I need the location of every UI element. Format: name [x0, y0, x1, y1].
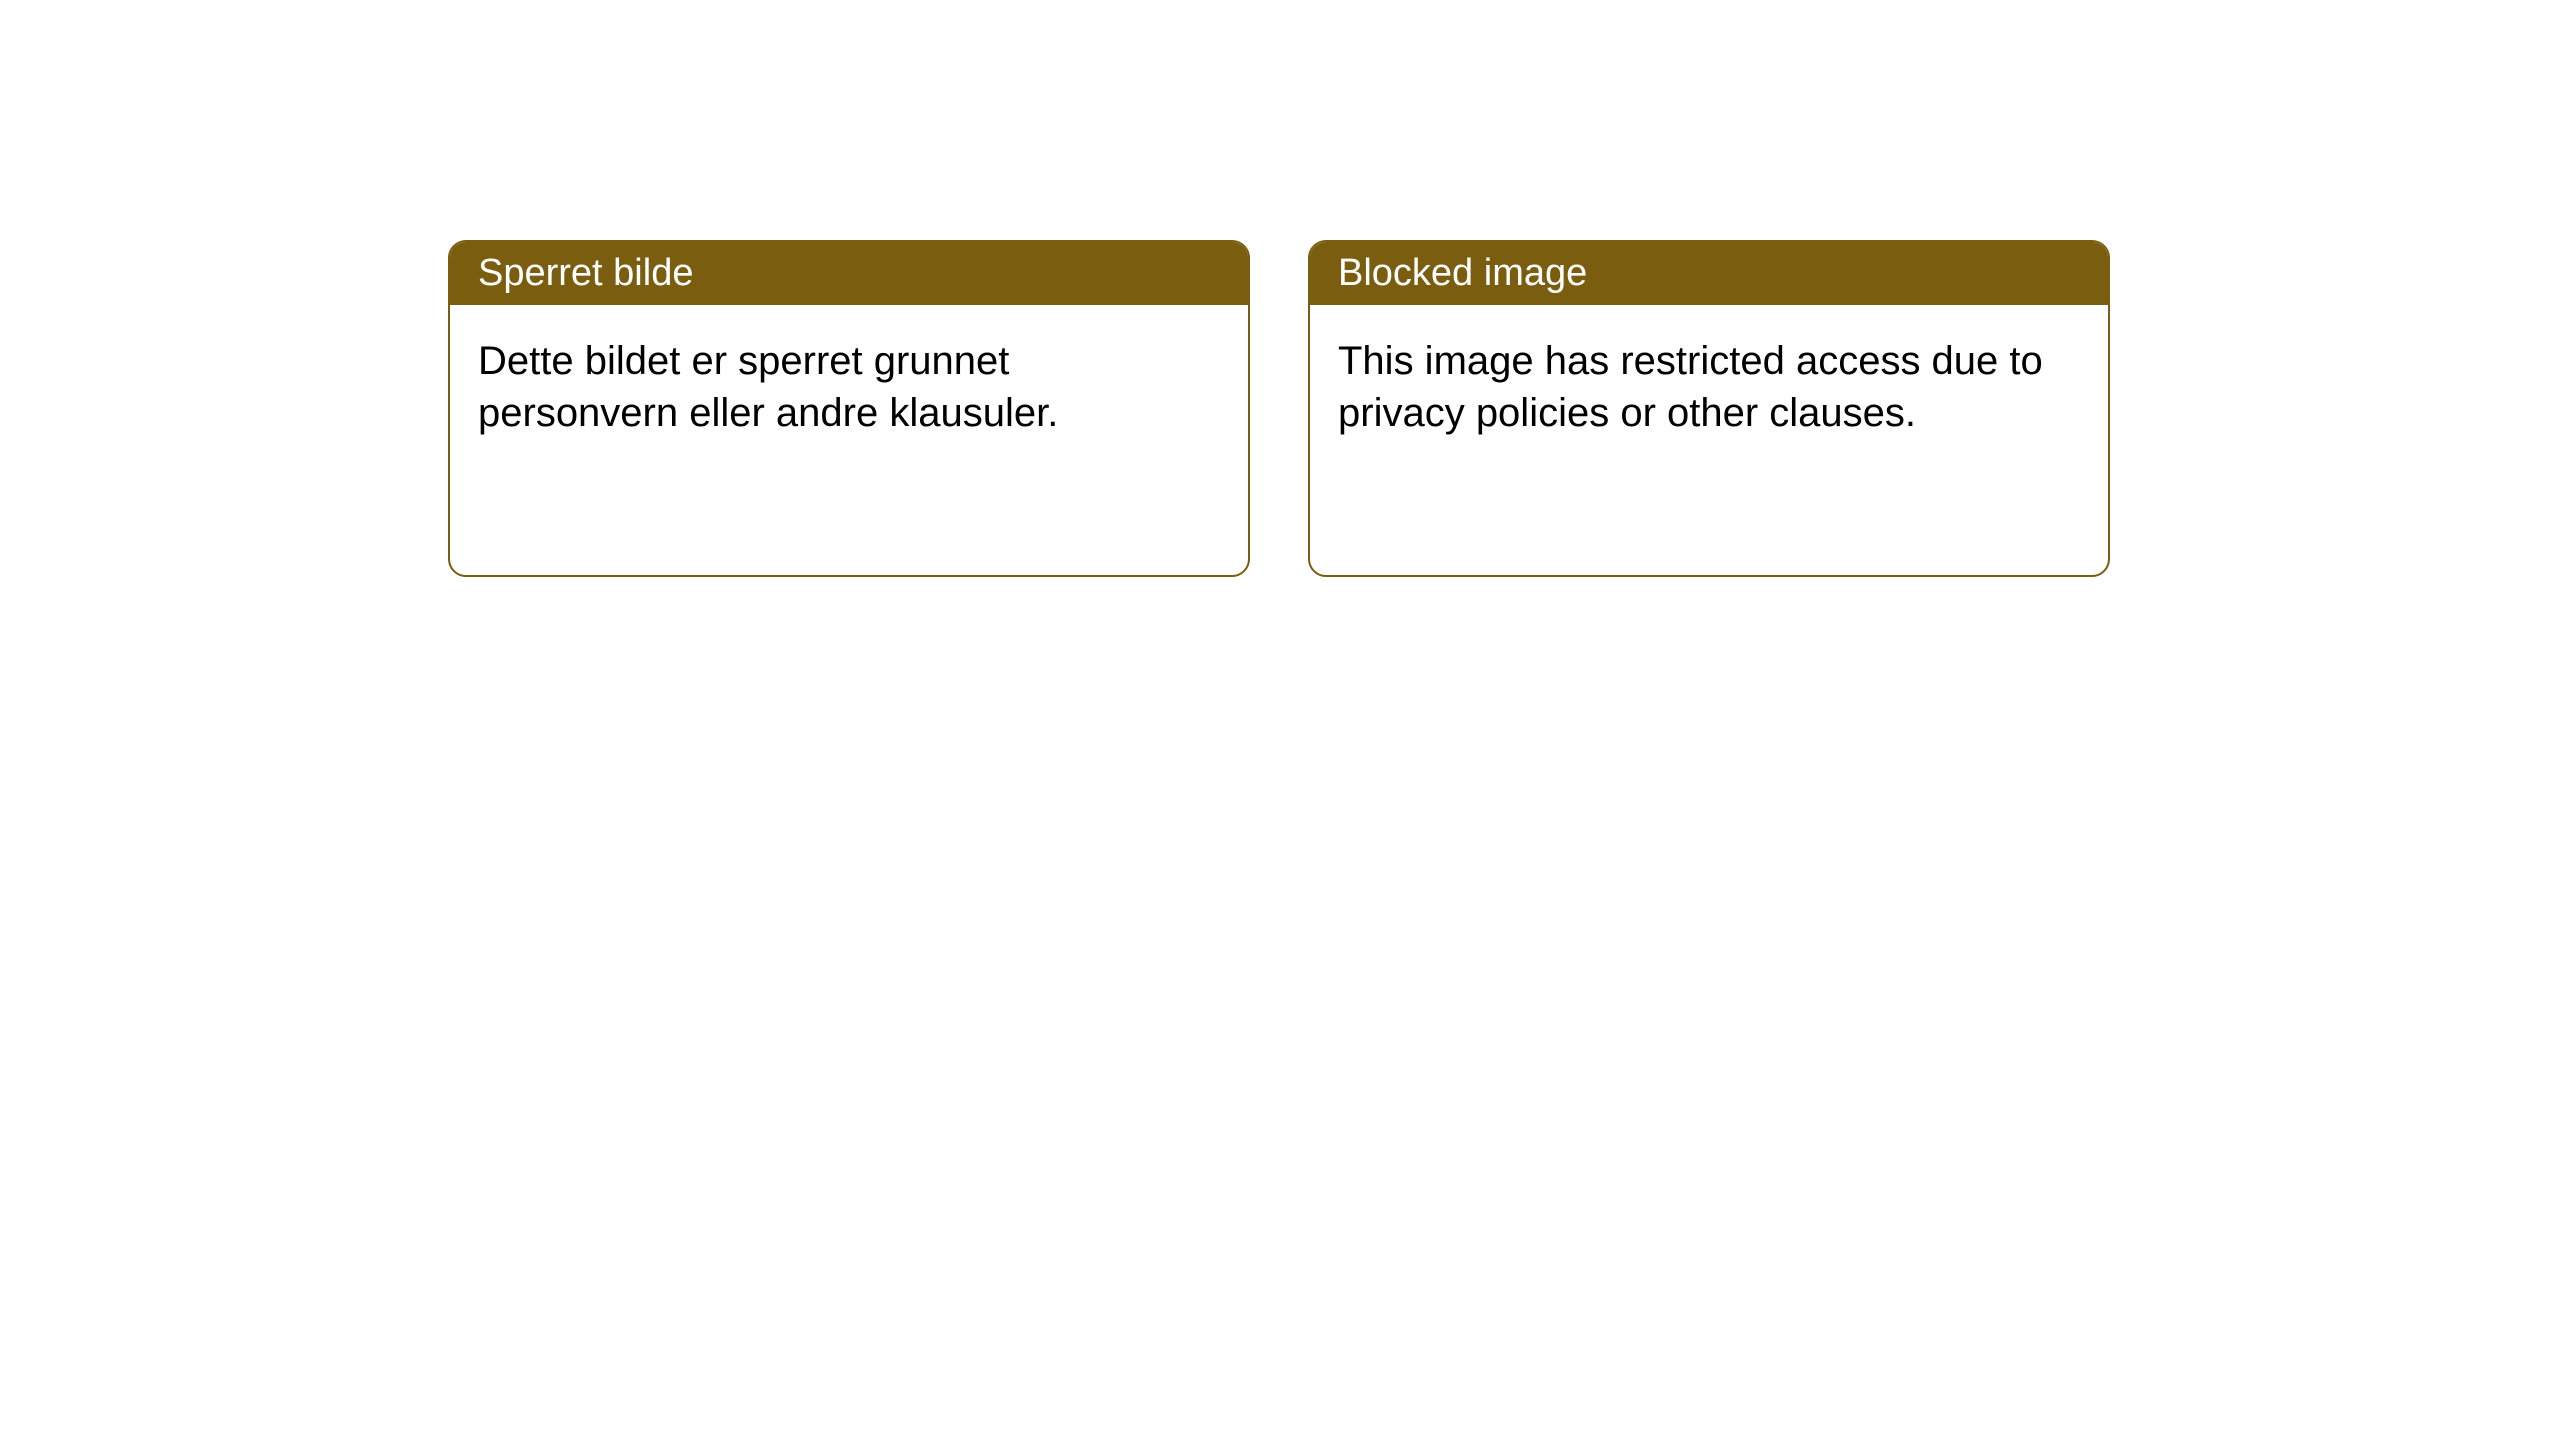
- blocked-image-card-en: Blocked image This image has restricted …: [1308, 240, 2110, 577]
- card-header: Sperret bilde: [450, 242, 1248, 305]
- card-body: This image has restricted access due to …: [1310, 305, 2108, 575]
- card-body: Dette bildet er sperret grunnet personve…: [450, 305, 1248, 575]
- card-header: Blocked image: [1310, 242, 2108, 305]
- card-container: Sperret bilde Dette bildet er sperret gr…: [0, 0, 2560, 577]
- blocked-image-card-no: Sperret bilde Dette bildet er sperret gr…: [448, 240, 1250, 577]
